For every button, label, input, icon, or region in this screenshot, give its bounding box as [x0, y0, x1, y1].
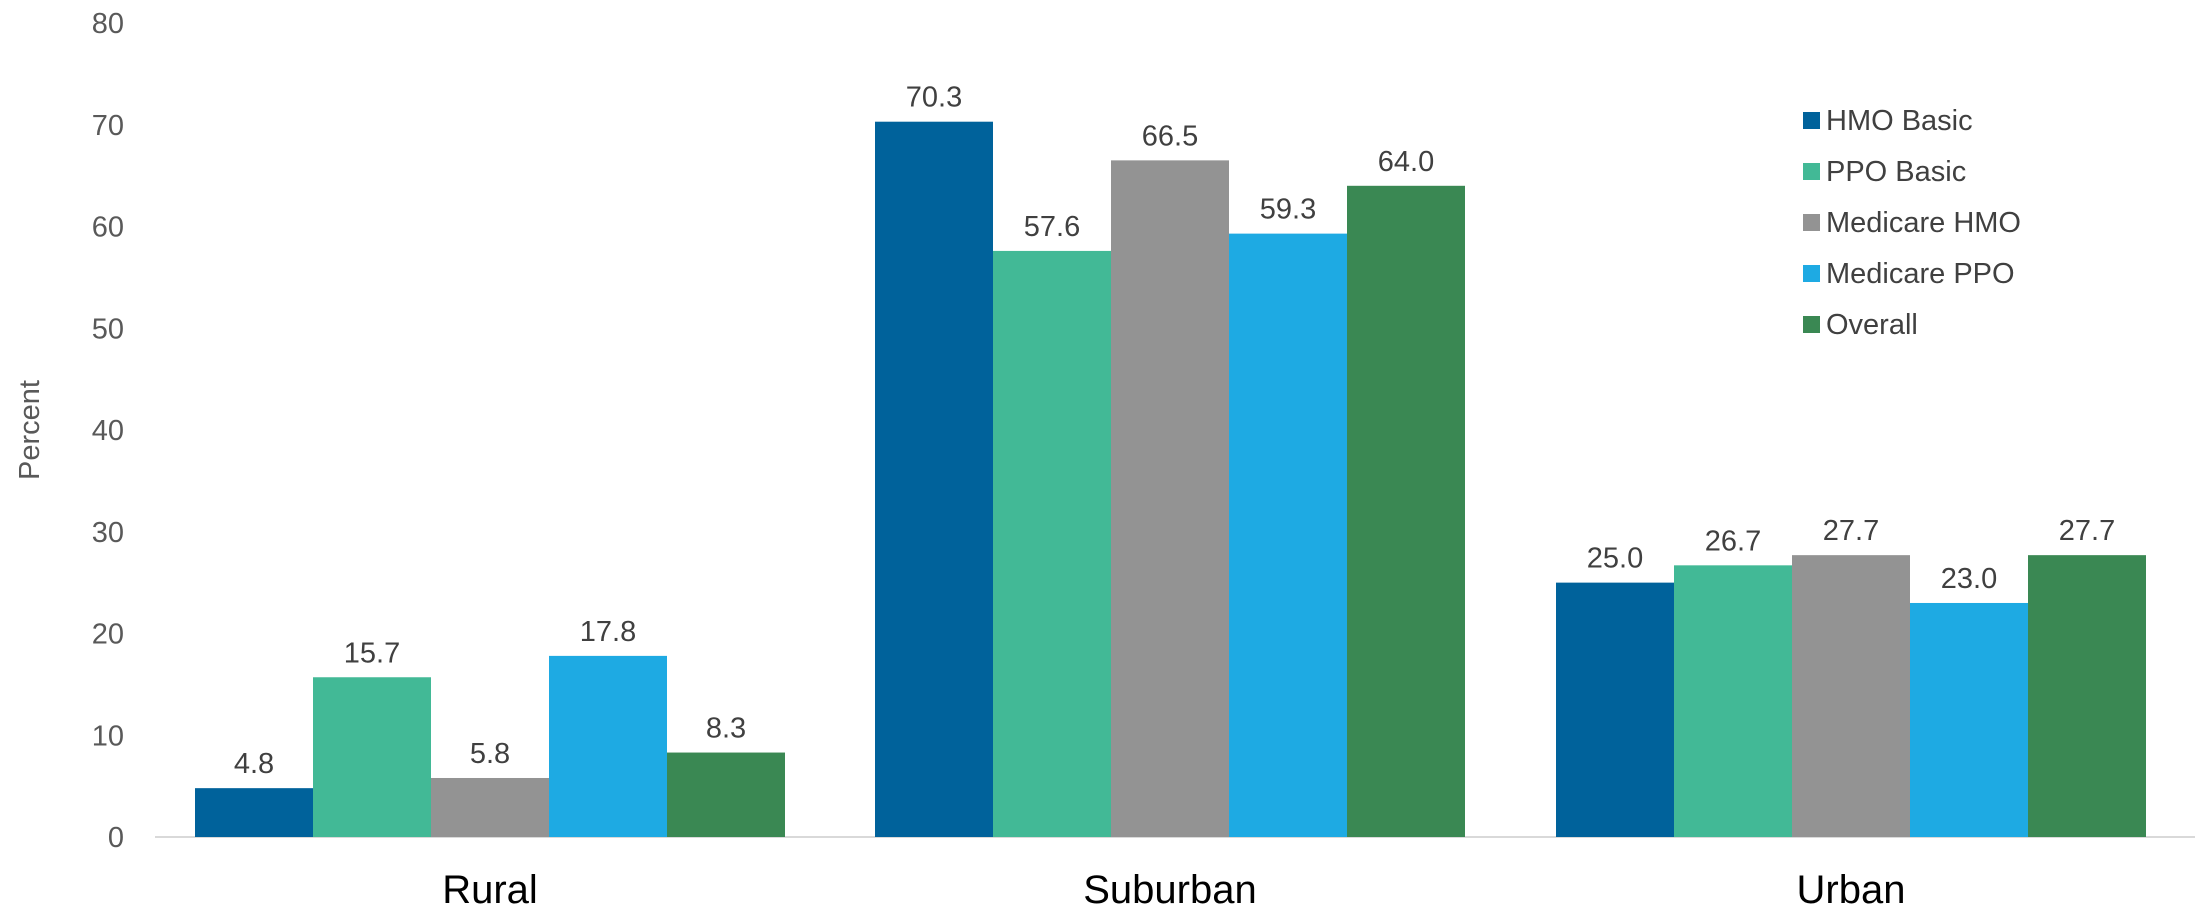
category-label: Urban	[1797, 868, 1906, 907]
data-label: 25.0	[1587, 543, 1643, 575]
data-label: 70.3	[906, 82, 962, 114]
y-tick-label: 80	[92, 8, 124, 40]
legend-label: Medicare PPO	[1826, 258, 2015, 290]
bar	[549, 655, 667, 837]
legend-swatch	[1803, 265, 1820, 282]
legend-label: HMO Basic	[1826, 105, 1973, 137]
y-tick-label: 30	[92, 517, 124, 549]
y-tick-label: 60	[92, 212, 124, 244]
bar	[1674, 565, 1792, 837]
data-label: 4.8	[234, 748, 274, 780]
bar	[431, 777, 549, 837]
bar	[993, 250, 1111, 838]
y-tick-label: 50	[92, 313, 124, 345]
y-tick-label: 40	[92, 415, 124, 447]
data-label: 64.0	[1378, 146, 1434, 178]
data-label: 8.3	[706, 713, 746, 745]
y-tick-label: 10	[92, 720, 124, 752]
legend-item: PPO Basic	[1803, 156, 1966, 188]
legend-swatch	[1803, 214, 1820, 231]
bar	[1792, 555, 1910, 837]
legend-label: PPO Basic	[1826, 156, 1966, 188]
legend-swatch	[1803, 163, 1820, 180]
bar	[1910, 602, 2028, 837]
legend-item: HMO Basic	[1803, 105, 1973, 137]
y-axis-title: Percent	[14, 380, 46, 480]
data-label: 26.7	[1705, 525, 1761, 557]
legend-item: Overall	[1803, 309, 1918, 341]
data-label: 23.0	[1941, 563, 1997, 595]
y-tick-label: 20	[92, 619, 124, 651]
legend-label: Medicare HMO	[1826, 207, 2021, 239]
legend-item: Medicare HMO	[1803, 207, 2021, 239]
legend-label: Overall	[1826, 309, 1918, 341]
data-label: 15.7	[344, 637, 400, 669]
bar	[195, 788, 313, 837]
bar	[875, 121, 993, 837]
legend-swatch	[1803, 112, 1820, 129]
bar	[2028, 555, 2146, 837]
bar	[1556, 582, 1674, 837]
category-labels-group: Rural Suburban Urban	[442, 868, 1905, 907]
bar	[667, 752, 785, 837]
bar	[1229, 233, 1347, 837]
bar	[1347, 185, 1465, 838]
data-label: 59.3	[1260, 194, 1316, 226]
data-label: 27.7	[2059, 515, 2115, 547]
bars-group	[195, 121, 2146, 838]
category-label: Suburban	[1083, 868, 1256, 907]
data-label: 66.5	[1142, 120, 1198, 152]
legend-item: Medicare PPO	[1803, 258, 2015, 290]
category-label: Rural	[442, 868, 538, 907]
y-tick-label: 70	[92, 110, 124, 142]
data-label: 17.8	[580, 616, 636, 648]
data-label: 27.7	[1823, 515, 1879, 547]
legend-swatch	[1803, 316, 1820, 333]
legend: HMO Basic PPO Basic Medicare HMO Medicare P…	[1803, 105, 2021, 341]
data-labels-group: 4.8 15.7 5.8 17.8 8.3 70.3 57.6 66.5 59.3 64.0 25.…	[234, 82, 2115, 780]
data-label: 5.8	[470, 738, 510, 770]
bar	[313, 677, 431, 837]
data-label: 57.6	[1024, 211, 1080, 243]
y-tick-label: 0	[108, 822, 124, 854]
bar	[1111, 160, 1229, 838]
y-axis-ticks: 0 10 20 30 40 50 60 70 80	[92, 8, 124, 854]
